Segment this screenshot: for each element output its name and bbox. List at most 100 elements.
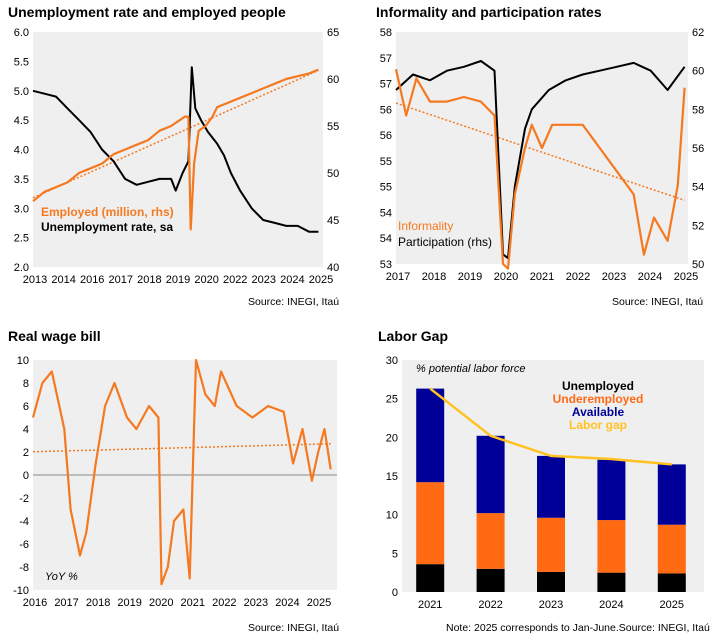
c1-y2-tick-label: 65 (327, 27, 339, 39)
x-tick-label: 2016 (23, 597, 47, 609)
panel2-title: Informality and participation rates (376, 4, 602, 20)
series-line-participation (395, 60, 686, 260)
c3-y-tick-label: 0 (23, 470, 29, 482)
informality-trend-line (395, 102, 685, 201)
c4-y-tick-label: 10 (386, 510, 398, 522)
c2-y-tick-label: 54 (380, 233, 392, 245)
c2-y-tick-label: 56 (380, 104, 392, 116)
chart-informality-participation: 53 54 54 55 55 56 56 57 57 58 50 52 54 56 58 60 62 2017 20… (380, 27, 705, 283)
panel3-source: Source: INEGI, Itaú (248, 622, 340, 634)
x-tick-label: 2017 (109, 274, 133, 286)
bar-available (476, 435, 505, 514)
x-tick-label: 2025 (307, 597, 331, 609)
series-line-informality (394, 68, 686, 270)
c1-y-tick-label: 3.0 (14, 203, 29, 215)
c1-y-tick-label: 4.5 (14, 115, 29, 127)
bar-unemployed (416, 564, 445, 592)
c2-y-tick-label: 58 (380, 27, 392, 39)
chart-real-wage-bill: -10 -8 -6 -4 -2 0 2 4 6 8 10 2016 2017 2018 2019 2020 20… (13, 355, 337, 609)
c4-y-tick-label: 15 (386, 471, 398, 483)
bar-underemployed (416, 482, 445, 565)
x-tick-label: 2023 (252, 274, 276, 286)
bar-available (416, 388, 445, 483)
x-tick-label: 2023 (602, 271, 626, 283)
x-tick-label: 2018 (86, 597, 110, 609)
bar-available (597, 459, 626, 521)
x-tick-label: 2023 (539, 599, 563, 611)
series-line-wage-bill (31, 358, 332, 586)
x-tick-label: 2021 (530, 271, 554, 283)
c2-y-tick-label: 55 (380, 156, 392, 168)
c2-y2-tick-label: 62 (692, 27, 704, 39)
employed-trend-line (32, 69, 319, 199)
x-tick-label: 2017 (386, 271, 410, 283)
x-tick-label: 2022 (212, 597, 236, 609)
chart-subtitle: % potential labor force (416, 363, 525, 375)
x-tick-label: 2017 (54, 597, 78, 609)
c4-y-tick-label: 0 (392, 587, 398, 599)
c1-y-tick-label: 2.5 (14, 233, 29, 245)
panel2-source: Source: INEGI, Itaú (612, 296, 704, 308)
x-tick-label: 2025 (309, 274, 333, 286)
x-tick-label: 2022 (566, 271, 590, 283)
legend-informality: Informality (398, 219, 453, 233)
c2-y-tick-label: 56 (380, 130, 392, 142)
x-tick-label: 2019 (458, 271, 482, 283)
c2-y2-tick-label: 56 (692, 143, 704, 155)
bar-unemployed (537, 571, 565, 592)
c1-y2-tick-label: 50 (327, 168, 339, 180)
x-tick-label: 2018 (137, 274, 161, 286)
x-tick-label: 2024 (280, 274, 304, 286)
c4-y-tick-label: 25 (386, 394, 398, 406)
chart-unemployment-employed: 2.0 2.5 3.0 3.5 4.0 4.5 5.0 5.5 6.0 40 45 50 55 60 65 2… (14, 27, 340, 286)
x-tick-label: 2018 (422, 271, 446, 283)
bar-unemployed (476, 568, 505, 592)
bar-unemployed (597, 572, 626, 592)
x-tick-label: 2024 (275, 597, 299, 609)
c3-y-tick-label: 2 (23, 447, 29, 459)
bar-unemployed (657, 573, 686, 592)
legend-participation: Participation (rhs) (398, 235, 492, 249)
bar-underemployed (597, 520, 626, 573)
x-tick-label: 2016 (80, 274, 104, 286)
x-tick-label: 2020 (149, 597, 173, 609)
c1-y2-tick-label: 60 (327, 74, 339, 86)
x-tick-label: 2022 (223, 274, 247, 286)
x-tick-label: 2025 (660, 599, 684, 611)
c2-y2-tick-label: 52 (692, 220, 704, 232)
legend-employed: Employed (million, rhs) (41, 205, 174, 219)
c4-y-tick-label: 20 (386, 432, 398, 444)
x-tick-label: 2021 (418, 599, 442, 611)
c1-y2-tick-label: 40 (327, 262, 339, 274)
c2-y-tick-label: 57 (380, 53, 392, 65)
c2-y2-tick-label: 50 (692, 259, 704, 271)
c2-y2-tick-label: 54 (692, 182, 704, 194)
c2-y-tick-label: 55 (380, 182, 392, 194)
series-line-labor-gap (429, 387, 672, 466)
legend-unemployment: Unemployment rate, sa (41, 220, 173, 234)
x-tick-label: 2023 (244, 597, 268, 609)
x-tick-label: 2024 (638, 271, 662, 283)
c2-y-tick-label: 53 (380, 259, 392, 271)
legend-available: Available (572, 405, 625, 419)
x-tick-label: 2025 (674, 271, 698, 283)
c2-y-tick-label: 57 (380, 79, 392, 91)
c3-y-tick-label: 10 (17, 355, 29, 367)
c1-y-tick-label: 6.0 (14, 27, 29, 39)
legend-labor-gap: Labor gap (569, 418, 627, 432)
c3-y-tick-label: -2 (19, 493, 29, 505)
legend-unemployed: Unemployed (562, 379, 634, 393)
x-tick-label: 2019 (117, 597, 141, 609)
bar-underemployed (537, 517, 565, 572)
x-tick-label: 2021 (181, 597, 205, 609)
x-tick-label: 2014 (51, 274, 75, 286)
c3-y-tick-label: -8 (19, 562, 29, 574)
c3-y-tick-label: -4 (19, 516, 29, 528)
panel4-title: Labor Gap (378, 328, 449, 344)
c2-y2-tick-label: 60 (692, 66, 704, 78)
c3-y-tick-label: 8 (23, 378, 29, 390)
x-tick-label: 2022 (478, 599, 502, 611)
bar-available (537, 455, 565, 518)
c2-y-tick-label: 54 (380, 207, 392, 219)
